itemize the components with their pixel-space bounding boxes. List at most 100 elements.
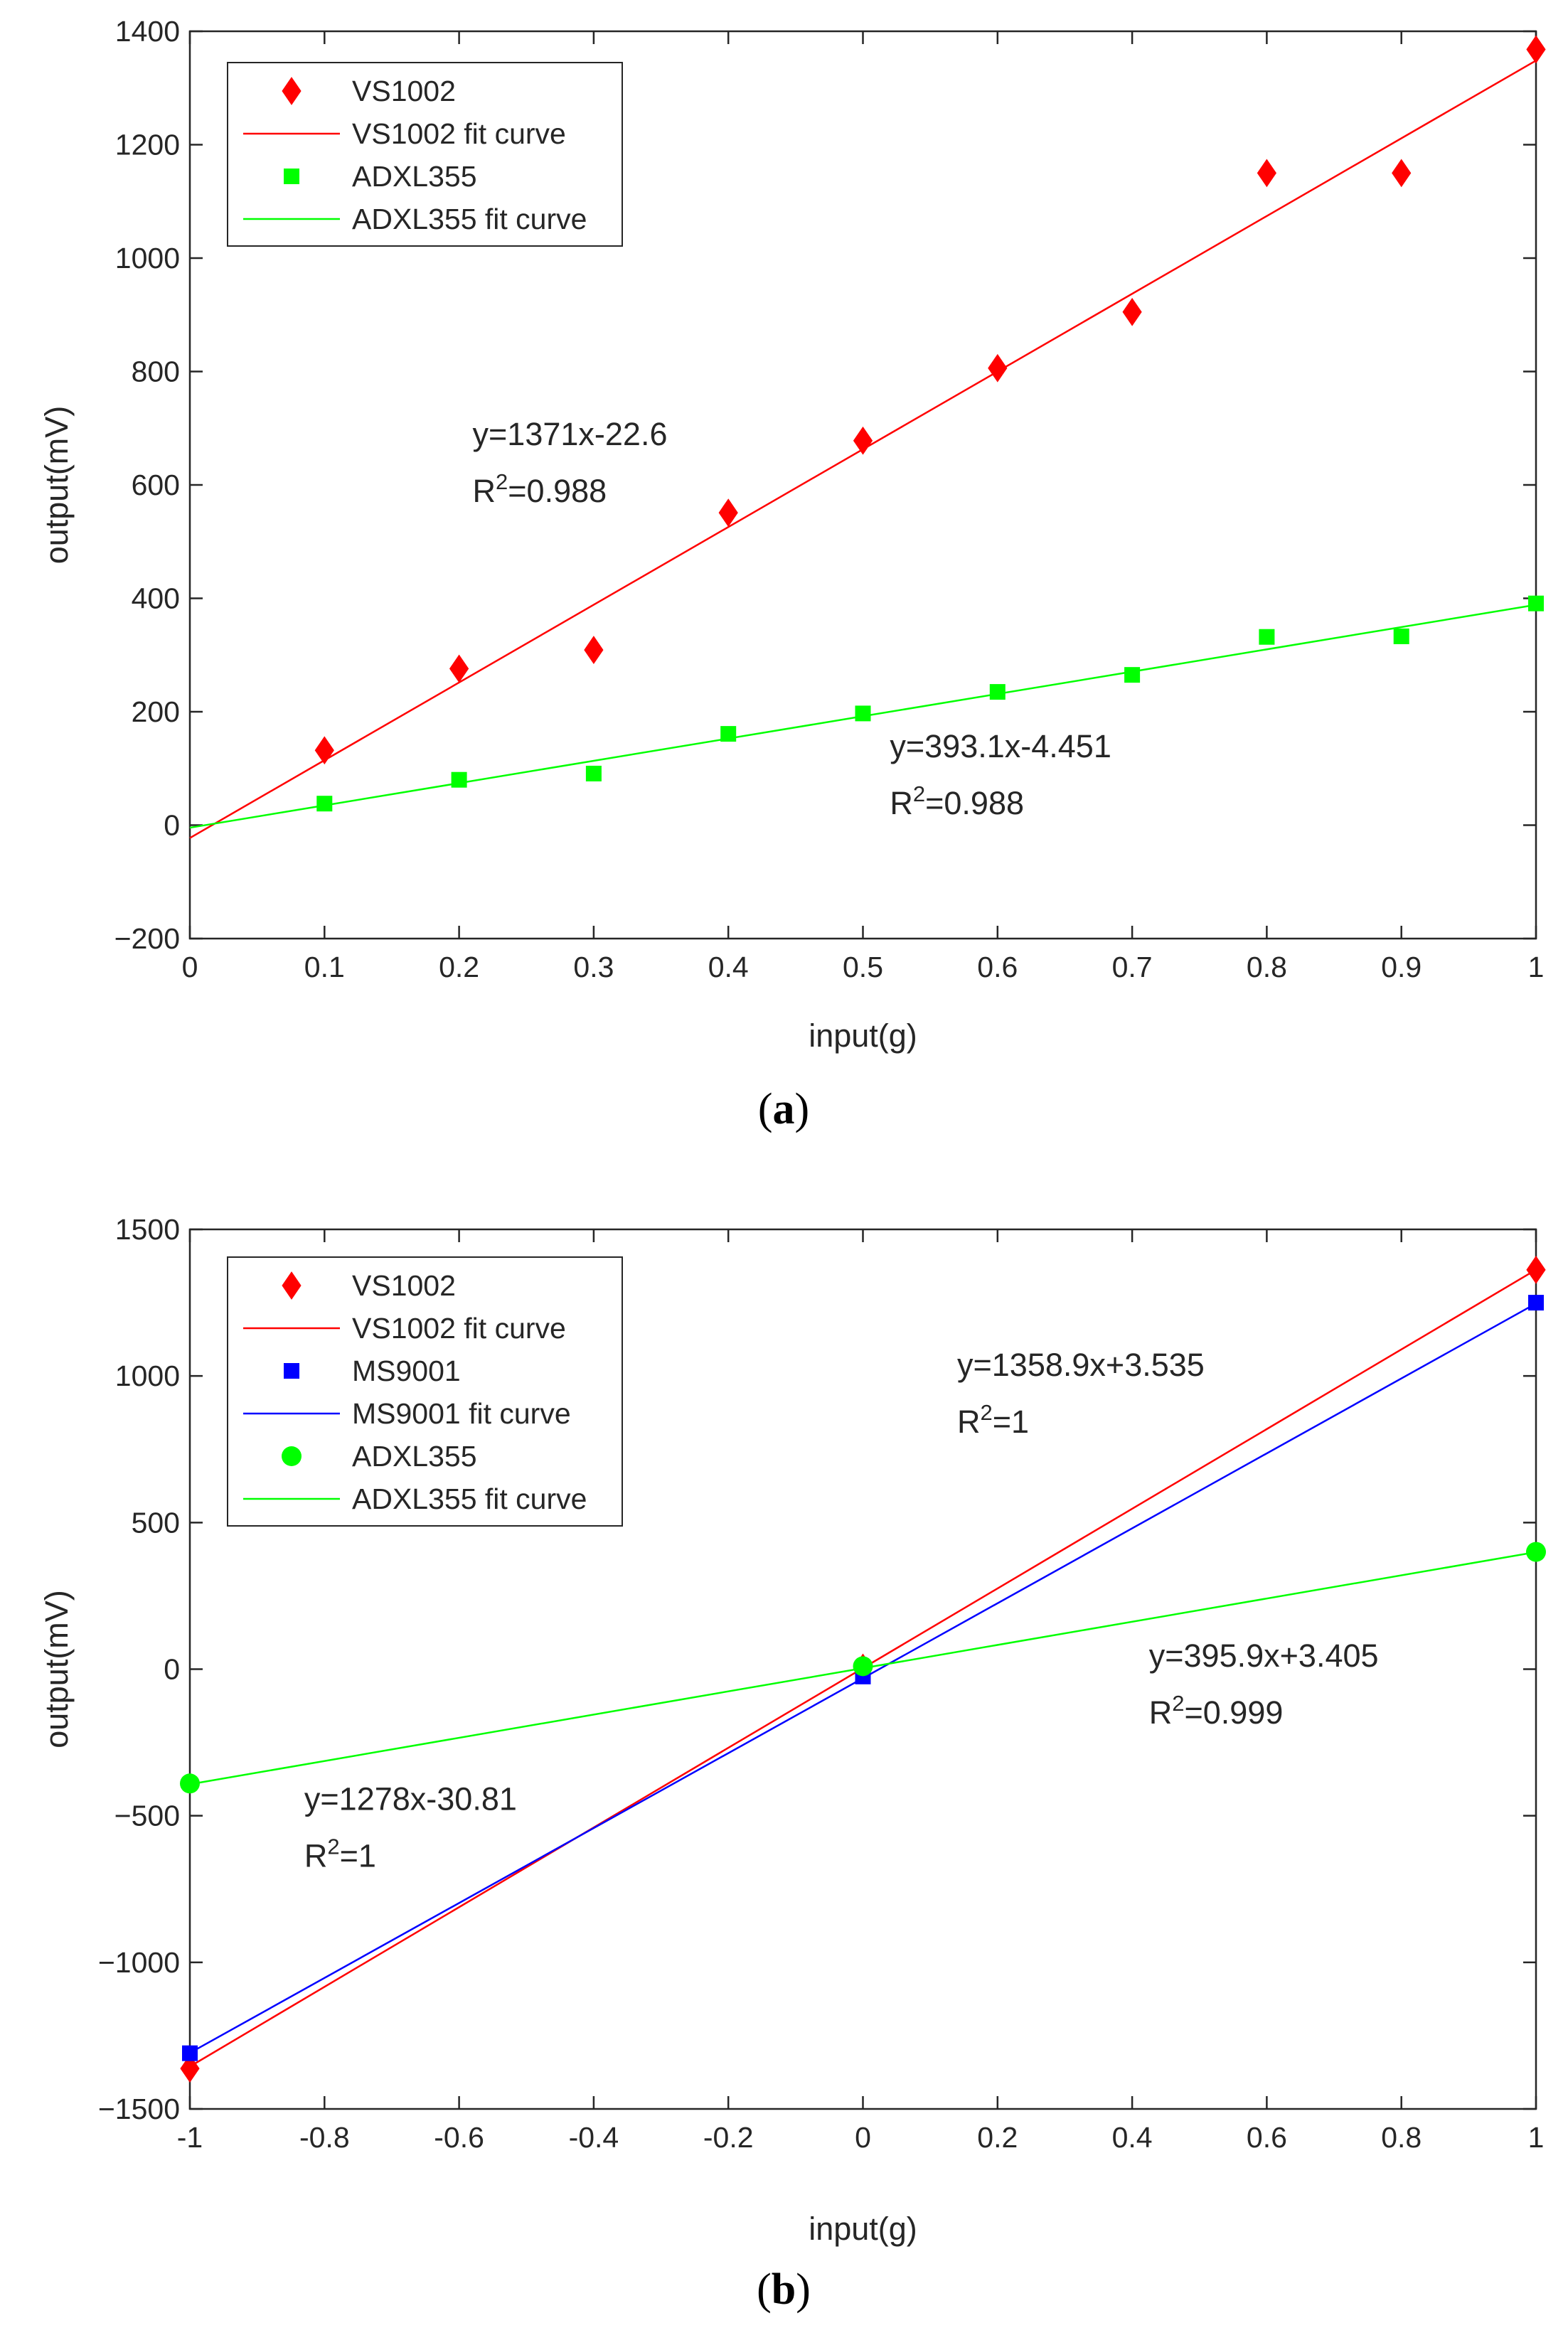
legend: VS1002 VS1002 fit curve MS9001 MS9001 fit c… [227,1256,623,1527]
r-squared-value: =1 [993,1404,1029,1440]
r-squared-label: R2=1 [957,1400,1029,1440]
x-tick-label: 0.4 [1112,2121,1153,2154]
legend-label: VS1002 fit curve [352,117,566,150]
y-tick-label: −1500 [98,2093,180,2125]
y-tick-label: 800 [132,356,180,388]
y-tick-label: 0 [164,809,180,842]
x-tick-label: 0.8 [1247,951,1287,983]
legend-label: MS9001 fit curve [352,1397,571,1430]
r-squared-label: R2=0.988 [890,781,1024,821]
caption-open-paren: ( [758,1085,773,1133]
chart-a: 0 0.1 0.2 0.3 0.4 0.5 0.6 0.7 0.8 0.9 1−2000200400… [38,15,1546,1133]
y-tick-label: 1400 [115,15,180,48]
y-axis-label: output(mV) [38,1590,75,1748]
x-tick-label: 0.7 [1112,951,1153,983]
legend-label: ADXL355 fit curve [352,1483,587,1515]
y-tick-label: 400 [132,582,180,615]
legend-label: VS1002 fit curve [352,1312,566,1345]
data-point-vs1002 [449,654,469,683]
r-squared-label: R2=0.999 [1149,1691,1284,1731]
r-squared-value: =0.988 [508,473,607,509]
data-point-adxl355 [180,1773,200,1794]
x-tick-label: 0.2 [439,951,479,983]
data-point-adxl355 [720,726,737,742]
legend-box [227,1256,623,1527]
y-tick-label: 500 [132,1506,180,1539]
x-tick-label: 1 [1528,951,1545,983]
x-tick-label: -0.4 [569,2121,619,2154]
legend-label: ADXL355 [352,1440,477,1473]
y-axis-label: output(mV) [38,406,75,565]
r-squared-prefix: R [473,473,496,509]
r-squared-value: =0.999 [1185,1694,1284,1731]
data-point-adxl355 [1124,667,1141,683]
x-tick-label: 0.3 [573,951,614,983]
caption-open-paren: ( [757,2265,772,2314]
y-tick-label: 200 [132,695,180,728]
data-point-vs1002 [1526,35,1546,64]
x-tick-label: 0 [855,2121,871,2154]
legend-marker-ms9001 [284,1363,299,1379]
data-point-vs1002 [853,426,873,455]
data-point-vs1002 [988,353,1008,383]
x-tick-label: 0.6 [1247,2121,1287,2154]
data-point-adxl355 [585,765,602,781]
y-tick-label: 1000 [115,1360,180,1392]
data-point-vs1002 [180,2054,200,2083]
legend: VS1002 VS1002 fit curve ADXL355 ADXL355 fit… [227,62,623,247]
fit-equation-label: y=1278x-30.81 [304,1780,517,1817]
subfigure-caption: (b) [757,2265,811,2314]
r-squared-value: =0.988 [925,785,1024,821]
data-point-adxl355 [1259,629,1275,645]
x-tick-label: 0.6 [977,951,1018,983]
x-tick-label: -0.2 [703,2121,754,2154]
legend-label: ADXL355 fit curve [352,203,587,235]
data-point-vs1002 [1526,1256,1546,1284]
x-tick-label: 0.4 [708,951,749,983]
data-point-vs1002 [1257,159,1277,188]
fit-equation-label: y=1358.9x+3.535 [957,1347,1205,1383]
legend-label: ADXL355 [352,160,477,193]
y-tick-label: 0 [164,1653,180,1686]
data-point-vs1002 [1392,159,1412,188]
data-point-adxl355 [1528,595,1544,611]
data-point-adxl355 [855,705,871,722]
data-point-adxl355 [989,684,1006,700]
x-tick-label: 1 [1528,2121,1545,2154]
r-squared-prefix: R [957,1404,981,1440]
data-point-vs1002 [1122,297,1142,326]
legend-marker-vs1002 [282,77,302,105]
legend-marker-adxl355 [282,1446,302,1466]
data-point-adxl355 [1526,1542,1546,1562]
r-squared-superscript: 2 [981,1400,993,1425]
data-point-ms9001 [182,2045,198,2061]
y-tick-label: 1000 [115,242,180,274]
r-squared-prefix: R [890,785,913,821]
data-point-adxl355 [316,796,333,812]
x-axis-label: input(g) [809,1017,917,1054]
y-tick-label: −200 [114,922,180,955]
caption-close-paren: ) [796,2265,811,2314]
r-squared-superscript: 2 [913,781,925,806]
data-point-adxl355 [1393,628,1409,644]
legend-marker-vs1002 [282,1271,302,1300]
data-point-vs1002 [314,736,334,765]
y-tick-label: 1500 [115,1213,180,1246]
r-squared-superscript: 2 [1172,1691,1184,1716]
x-tick-label: 0 [182,951,198,983]
data-point-ms9001 [1528,1295,1544,1311]
caption-close-paren: ) [795,1085,810,1133]
x-axis-label: input(g) [809,2211,917,2247]
r-squared-prefix: R [304,1837,328,1874]
r-squared-prefix: R [1149,1694,1173,1731]
x-tick-label: -1 [177,2121,203,2154]
legend-label: VS1002 [352,75,456,107]
fit-equation-label: y=395.9x+3.405 [1149,1638,1379,1674]
caption-letter: b [772,2265,796,2314]
legend-label: VS1002 [352,1269,456,1302]
x-tick-label: 0.1 [304,951,345,983]
caption-letter: a [773,1085,795,1133]
legend-marker-adxl355 [284,169,299,184]
y-tick-label: 1200 [115,129,180,161]
